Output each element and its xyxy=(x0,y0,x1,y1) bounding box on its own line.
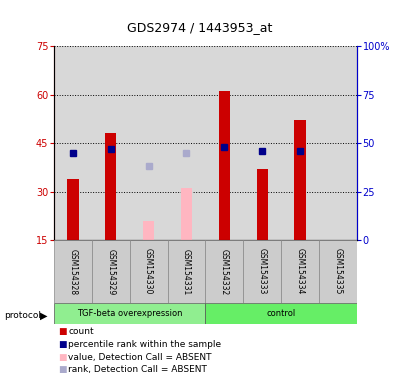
Bar xyxy=(205,240,243,303)
Text: GDS2974 / 1443953_at: GDS2974 / 1443953_at xyxy=(127,21,272,34)
Text: TGF-beta overexpression: TGF-beta overexpression xyxy=(77,310,183,318)
Text: GSM154330: GSM154330 xyxy=(144,248,153,295)
Bar xyxy=(105,133,117,240)
Text: value, Detection Call = ABSENT: value, Detection Call = ABSENT xyxy=(68,353,212,362)
Bar xyxy=(281,240,319,303)
Text: GSM154332: GSM154332 xyxy=(220,248,229,295)
Bar xyxy=(219,91,230,240)
Bar xyxy=(181,188,192,240)
Text: GSM154329: GSM154329 xyxy=(106,248,115,295)
Text: GSM154333: GSM154333 xyxy=(258,248,267,295)
Text: GSM154328: GSM154328 xyxy=(68,248,77,295)
Bar xyxy=(129,240,168,303)
Bar xyxy=(205,303,357,324)
Bar xyxy=(256,169,268,240)
Text: rank, Detection Call = ABSENT: rank, Detection Call = ABSENT xyxy=(68,366,208,374)
Bar xyxy=(54,240,92,303)
Bar xyxy=(54,303,205,324)
Text: ■: ■ xyxy=(58,366,66,374)
Text: count: count xyxy=(68,327,94,336)
Text: GSM154335: GSM154335 xyxy=(334,248,342,295)
Text: ■: ■ xyxy=(58,327,66,336)
Text: GSM154334: GSM154334 xyxy=(295,248,305,295)
Bar xyxy=(243,240,281,303)
Text: ▶: ▶ xyxy=(40,311,48,321)
Bar xyxy=(319,240,357,303)
Bar xyxy=(294,121,306,240)
Text: GSM154331: GSM154331 xyxy=(182,248,191,295)
Text: ■: ■ xyxy=(58,340,66,349)
Text: control: control xyxy=(266,310,296,318)
Bar xyxy=(67,179,78,240)
Bar xyxy=(143,220,154,240)
Bar xyxy=(92,240,129,303)
Text: protocol: protocol xyxy=(4,311,41,320)
Bar xyxy=(168,240,205,303)
Text: percentile rank within the sample: percentile rank within the sample xyxy=(68,340,222,349)
Text: ■: ■ xyxy=(58,353,66,362)
